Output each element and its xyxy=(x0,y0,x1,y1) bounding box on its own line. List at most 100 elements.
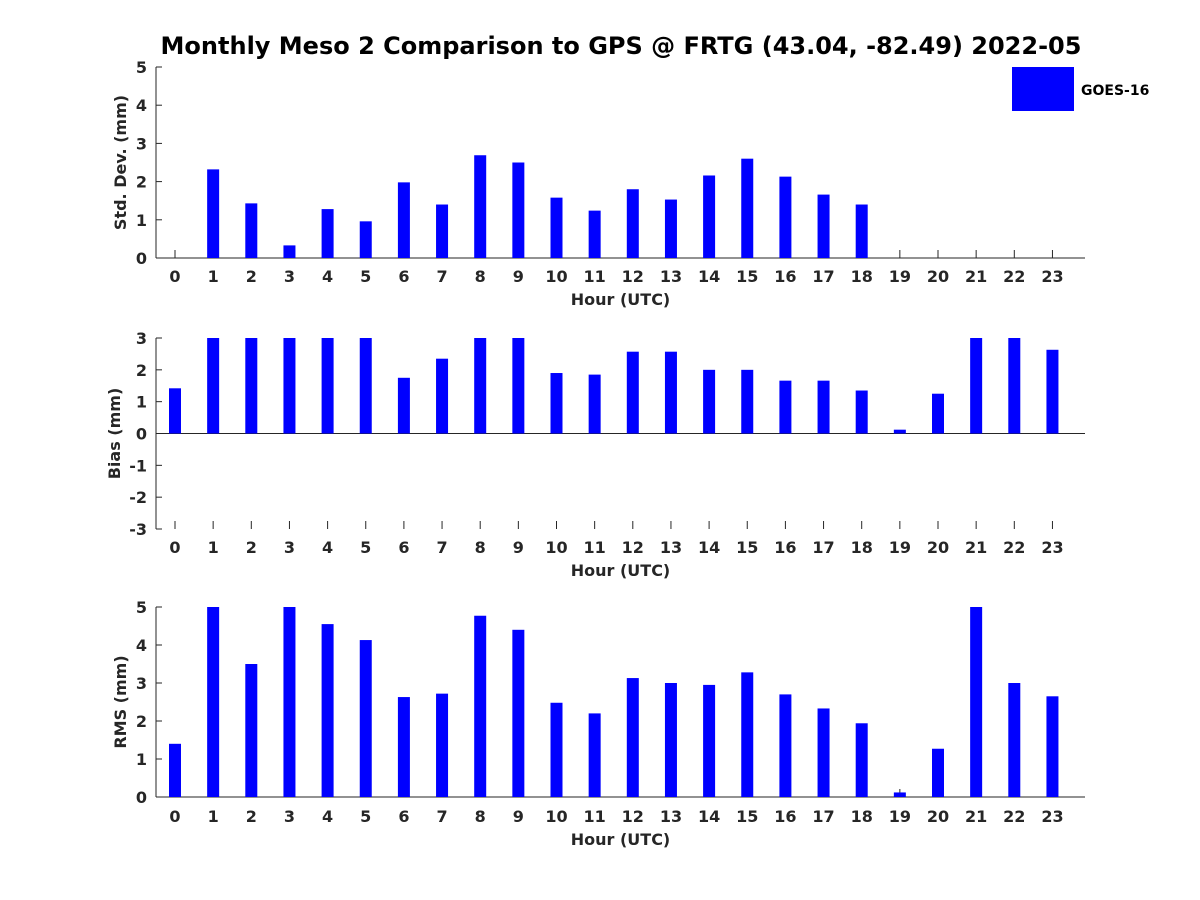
bias-x-tick-label: 8 xyxy=(475,538,486,557)
rms-y-axis-label: RMS (mm) xyxy=(111,655,130,748)
bias-x-tick-label: 16 xyxy=(774,538,796,557)
legend-swatch xyxy=(1012,67,1074,111)
bias-x-tick-label: 1 xyxy=(208,538,219,557)
std-dev-bar-hour-5 xyxy=(359,221,372,258)
rms-bar-hour-16 xyxy=(779,694,792,797)
std-dev-x-tick-label: 6 xyxy=(398,267,409,286)
bias-bar-hour-12 xyxy=(626,351,639,434)
rms-bar-hour-20 xyxy=(932,748,944,797)
bias-x-tick-label: 22 xyxy=(1003,538,1025,557)
std-dev-bar-hour-7 xyxy=(436,204,449,258)
bias-bar-hour-8 xyxy=(474,338,487,434)
bias-y-tick-label: 2 xyxy=(136,361,147,380)
bias-x-tick-label: 5 xyxy=(360,538,371,557)
std-dev-y-tick-label: 3 xyxy=(136,134,147,153)
bias-x-tick-label: 0 xyxy=(169,538,180,557)
rms-bar-hour-15 xyxy=(741,672,754,797)
rms-x-tick-label: 13 xyxy=(660,807,682,826)
rms-bar-hour-4 xyxy=(321,624,334,797)
std-dev-y-tick-label: 0 xyxy=(136,249,147,268)
rms-x-tick-label: 11 xyxy=(584,807,606,826)
std-dev-x-tick-label: 3 xyxy=(284,267,295,286)
rms-bar-hour-12 xyxy=(626,678,639,797)
rms-x-tick-label: 16 xyxy=(774,807,796,826)
bias-x-tick-label: 20 xyxy=(927,538,949,557)
std-dev-x-tick-label: 10 xyxy=(545,267,567,286)
bias-x-tick-label: 15 xyxy=(736,538,758,557)
std-dev-bar-hour-4 xyxy=(321,209,334,258)
std-dev-bar-hour-11 xyxy=(588,210,601,258)
std-dev-bar-hour-8 xyxy=(474,155,487,258)
std-dev-x-tick-label: 4 xyxy=(322,267,333,286)
rms-x-tick-label: 19 xyxy=(889,807,911,826)
bias-bar-hour-19 xyxy=(893,429,906,434)
bias-x-tick-label: 4 xyxy=(322,538,333,557)
bias-x-tick-label: 21 xyxy=(965,538,987,557)
bias-bar-hour-22 xyxy=(1008,338,1021,434)
rms-bar-hour-10 xyxy=(550,702,563,797)
bias-x-tick-label: 13 xyxy=(660,538,682,557)
bias-x-tick-label: 3 xyxy=(284,538,295,557)
std-dev-x-tick-label: 7 xyxy=(436,267,447,286)
bias-bar-hour-13 xyxy=(664,351,677,434)
bias-x-tick-label: 17 xyxy=(812,538,834,557)
rms-bar-hour-0 xyxy=(169,743,181,797)
bias-y-axis-label: Bias (mm) xyxy=(105,388,124,480)
std-dev-bar-hour-2 xyxy=(245,203,258,258)
std-dev-bar-hour-6 xyxy=(397,182,410,258)
bias-x-tick-label: 19 xyxy=(889,538,911,557)
std-dev-x-tick-label: 22 xyxy=(1003,267,1025,286)
rms-x-tick-label: 20 xyxy=(927,807,949,826)
std-dev-x-tick-label: 9 xyxy=(513,267,524,286)
rms-bar-hour-5 xyxy=(359,640,372,797)
chart-title: Monthly Meso 2 Comparison to GPS @ FRTG … xyxy=(161,32,1082,60)
rms-x-tick-label: 7 xyxy=(436,807,447,826)
std-dev-x-tick-label: 5 xyxy=(360,267,371,286)
rms-x-tick-label: 22 xyxy=(1003,807,1025,826)
rms-bar-hour-1 xyxy=(207,607,220,797)
rms-x-tick-label: 2 xyxy=(246,807,257,826)
bias-x-tick-label: 9 xyxy=(513,538,524,557)
bias-y-tick-label: -1 xyxy=(129,456,147,475)
std-dev-x-tick-label: 20 xyxy=(927,267,949,286)
rms-x-tick-label: 21 xyxy=(965,807,987,826)
bias-bar-hour-10 xyxy=(550,373,563,434)
std-dev-x-tick-label: 18 xyxy=(851,267,873,286)
std-dev-bar-hour-17 xyxy=(817,194,830,258)
std-dev-x-tick-label: 13 xyxy=(660,267,682,286)
rms-x-tick-label: 23 xyxy=(1041,807,1063,826)
bias-y-tick-label: 3 xyxy=(136,329,147,348)
bias-y-tick-label: -3 xyxy=(129,520,147,539)
std-dev-bar-hour-18 xyxy=(855,204,868,258)
rms-bar-hour-8 xyxy=(474,615,487,797)
bias-y-tick-label: 1 xyxy=(136,393,147,412)
legend-label: GOES-16 xyxy=(1081,83,1149,99)
bias-x-tick-label: 12 xyxy=(622,538,644,557)
bias-bar-hour-15 xyxy=(741,369,754,434)
bias-x-tick-label: 14 xyxy=(698,538,720,557)
rms-x-tick-label: 6 xyxy=(398,807,409,826)
rms-bar-hour-14 xyxy=(703,684,716,797)
bias-bar-hour-4 xyxy=(321,338,334,434)
bias-bar-hour-20 xyxy=(932,393,944,434)
std-dev-x-tick-label: 11 xyxy=(584,267,606,286)
std-dev-bar-hour-1 xyxy=(207,169,220,258)
rms-x-tick-label: 14 xyxy=(698,807,720,826)
std-dev-x-tick-label: 8 xyxy=(475,267,486,286)
std-dev-bar-hour-13 xyxy=(664,199,677,258)
std-dev-x-axis-label: Hour (UTC) xyxy=(571,290,671,309)
bias-x-tick-label: 11 xyxy=(584,538,606,557)
std-dev-y-tick-label: 4 xyxy=(136,96,147,115)
rms-bar-hour-2 xyxy=(245,664,258,797)
std-dev-bar-hour-10 xyxy=(550,197,563,258)
rms-bar-hour-22 xyxy=(1008,683,1021,797)
bias-bar-hour-2 xyxy=(245,338,258,434)
bias-x-tick-label: 2 xyxy=(246,538,257,557)
std-dev-y-tick-label: 2 xyxy=(136,173,147,192)
bias-bar-hour-6 xyxy=(397,377,410,434)
rms-y-tick-label: 4 xyxy=(136,636,147,655)
rms-bar-hour-6 xyxy=(397,697,410,797)
bias-bar-hour-7 xyxy=(436,358,449,434)
